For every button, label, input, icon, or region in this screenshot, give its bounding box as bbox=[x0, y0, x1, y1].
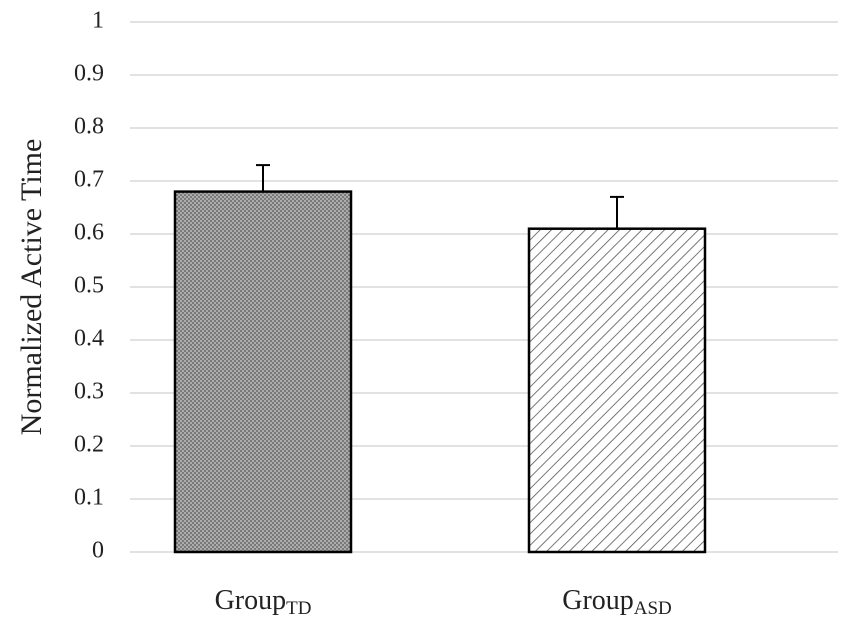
error-bar bbox=[610, 195, 624, 229]
x-tick-label: GroupTD bbox=[215, 585, 312, 619]
category-text: Group bbox=[562, 585, 634, 616]
y-tick-label: 0.6 bbox=[74, 220, 104, 246]
y-tick-label: 0 bbox=[92, 538, 104, 564]
error-bar bbox=[256, 164, 270, 192]
y-axis-label: Normalized Active Time bbox=[15, 139, 48, 436]
y-tick-label: 0.7 bbox=[74, 167, 104, 193]
y-tick-label: 0.4 bbox=[74, 326, 104, 352]
y-tick-label: 0.9 bbox=[74, 61, 104, 87]
category-subscript: TD bbox=[286, 598, 311, 619]
bar bbox=[527, 227, 707, 554]
x-tick-label: GroupASD bbox=[562, 585, 672, 619]
y-tick-label: 0.8 bbox=[74, 114, 104, 140]
y-tick-label: 0.3 bbox=[74, 379, 104, 405]
category-subscript: ASD bbox=[634, 598, 672, 619]
y-tick-label: 0.2 bbox=[74, 432, 104, 458]
y-tick-label: 1 bbox=[92, 8, 104, 34]
category-text: Group bbox=[215, 585, 287, 616]
y-tick-label: 0.1 bbox=[74, 485, 104, 511]
y-tick-label: 0.5 bbox=[74, 273, 104, 299]
bar bbox=[173, 190, 353, 554]
